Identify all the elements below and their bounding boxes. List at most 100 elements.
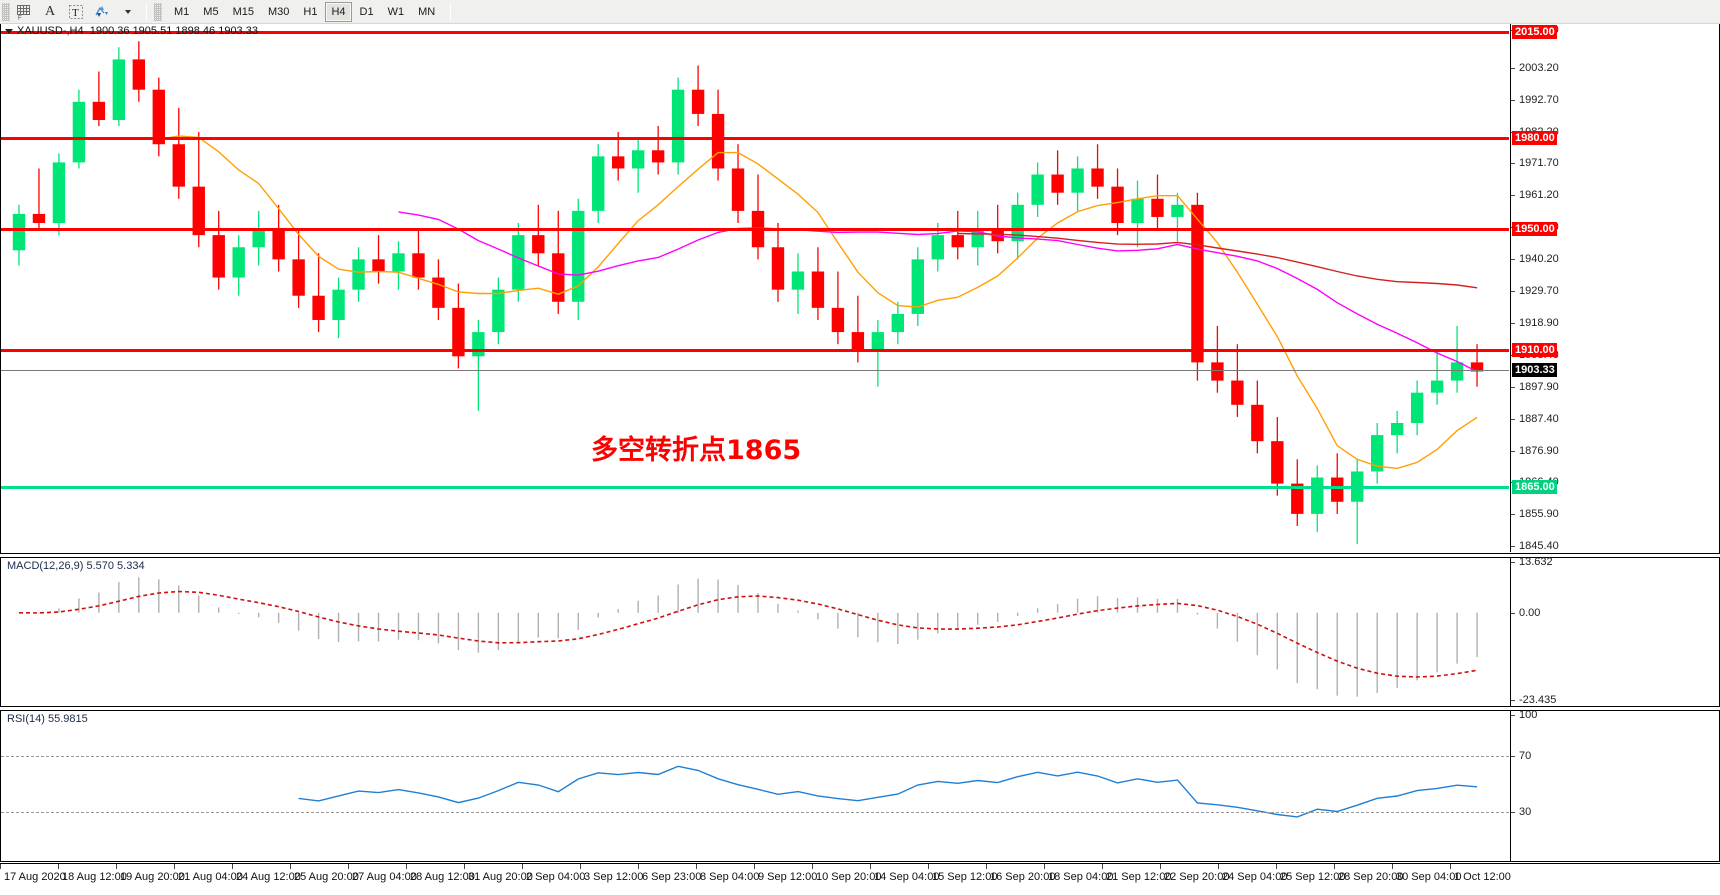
rsi-axis[interactable]: 100 70 30 [1510, 709, 1719, 861]
objects-tool-icon[interactable] [89, 1, 115, 23]
price-chart-panel[interactable]: 2015.702003.201992.701982.201971.701961.… [0, 24, 1720, 554]
toolbar-grip-1[interactable] [2, 2, 10, 21]
time-axis-label: 30 Sep 04:00 [1396, 871, 1462, 883]
level-line-resistance-1950[interactable] [1, 228, 1509, 232]
chart-annotation[interactable]: 多空转折点1865 [591, 435, 802, 466]
price-tag-resistance-1980[interactable]: 1980.00 [1512, 131, 1557, 146]
rsi-plot[interactable] [1, 711, 1509, 861]
price-tick-label: 1929.70 [1519, 284, 1559, 297]
macd-plot[interactable] [1, 558, 1509, 706]
timeframe-button-w1[interactable]: W1 [387, 5, 405, 18]
timeframe-button-mn[interactable]: MN [418, 5, 436, 18]
macd-label: MACD(12,26,9) 5.570 5.334 [7, 560, 145, 572]
time-tick-mark [232, 864, 233, 869]
time-tick-mark [348, 864, 349, 869]
time-axis-label: 24 Aug 12:00 [236, 871, 301, 883]
macd-tick-label: 0.00 [1519, 606, 1541, 619]
timeframe-button-m15[interactable]: M15 [232, 5, 254, 18]
price-tick-label: 1855.90 [1519, 508, 1559, 521]
time-tick-mark [522, 864, 523, 869]
time-tick-mark [1102, 864, 1103, 869]
toolbar-grip-2[interactable] [154, 2, 162, 21]
time-tick-mark [1218, 864, 1219, 869]
time-tick-mark [580, 864, 581, 869]
toolbar-divider [146, 3, 147, 20]
rsi-series-layer [298, 765, 1478, 818]
text-label-tool-icon[interactable]: T [63, 1, 89, 23]
time-axis-label: 28 Sep 20:00 [1338, 871, 1404, 883]
price-tag-resistance-1950[interactable]: 1950.00 [1512, 222, 1557, 237]
svg-text:F: F [18, 15, 22, 20]
price-tag-support-1865[interactable]: 1865.00 [1512, 479, 1557, 494]
price-tick-label: 1918.90 [1519, 317, 1559, 330]
rsi-tick-mark [1511, 756, 1515, 758]
time-axis-label: 6 Sep 23:00 [642, 871, 702, 883]
price-tick-mark [1511, 163, 1515, 165]
text-tool-icon[interactable]: A [44, 3, 56, 19]
timeframe-button-m1[interactable]: M1 [174, 5, 190, 18]
level-line-resistance-1980[interactable] [1, 137, 1509, 141]
level-line-resistance-1910[interactable] [1, 349, 1509, 353]
rsi-oversold-line [1, 811, 1509, 813]
time-tick-mark [1334, 864, 1335, 869]
time-axis-label: 21 Aug 04:00 [178, 871, 243, 883]
timeframe-button-m30[interactable]: M30 [267, 5, 290, 18]
time-axis-label: 2 Sep 04:00 [526, 871, 586, 883]
time-tick-mark [986, 864, 987, 869]
rsi-indicator-panel[interactable]: 100 70 30 RSI(14) 55.9815 [0, 709, 1720, 862]
macd-axis[interactable]: 13.632 0.00 -23.435 [1510, 556, 1719, 706]
macd-tick-mark [1511, 562, 1515, 563]
price-plot[interactable] [1, 24, 1509, 552]
timeframe-button-h1[interactable]: H1 [303, 5, 318, 18]
time-axis-label: 18 Aug 12:00 [62, 871, 127, 883]
level-line-support-1865[interactable] [1, 485, 1509, 489]
price-tag-resistance-2015[interactable]: 2015.00 [1512, 25, 1557, 40]
chart-symbol-header: XAUUSD-,H4 1900.36 1905.51 1898.46 1903.… [5, 25, 258, 37]
crosshair-grid-icon[interactable]: F [11, 1, 37, 23]
triangle-down-icon[interactable] [5, 28, 13, 34]
macd-tick-mark [1511, 700, 1515, 701]
price-tick-label: 1940.20 [1519, 252, 1559, 265]
time-tick-mark [464, 864, 465, 869]
price-tick-mark [1511, 546, 1515, 547]
chart-ohlc-text: 1900.36 1905.51 1898.46 1903.33 [89, 25, 258, 37]
rsi-tick-label: 30 [1519, 805, 1532, 818]
time-axis[interactable]: 17 Aug 2020 18 Aug 12:00 19 Aug 20:00 21 Au… [0, 863, 1720, 895]
timeframe-group: M1 M5 M15 M30 H1 H4 D1 W1 MN [167, 1, 442, 22]
time-axis-label: 18 Sep 04:00 [1048, 871, 1114, 883]
time-tick-mark [1450, 864, 1451, 869]
time-tick-mark [174, 864, 175, 869]
price-tick-mark [1511, 195, 1515, 197]
macd-series-layer [18, 577, 1478, 697]
rsi-tick-mark [1511, 811, 1515, 813]
chevron-down-icon[interactable] [115, 1, 141, 23]
time-axis-label: 25 Sep 12:00 [1280, 871, 1346, 883]
timeframe-button-d1[interactable]: D1 [359, 5, 374, 18]
time-tick-mark [1392, 864, 1393, 869]
price-tick-label: 1961.20 [1519, 189, 1559, 202]
price-tick-label: 1897.90 [1519, 380, 1559, 393]
time-axis-label: 22 Sep 20:00 [1164, 871, 1230, 883]
timeframe-button-h4[interactable]: H4 [325, 1, 352, 22]
rsi-tick-label: 100 [1519, 709, 1538, 721]
macd-tick-label: 13.632 [1519, 556, 1553, 568]
current-price-line [1, 370, 1509, 372]
timeframe-button-m5[interactable]: M5 [203, 5, 219, 18]
time-axis-label: 17 Aug 2020 [4, 871, 66, 883]
time-tick-mark [870, 864, 871, 869]
level-line-resistance-2015[interactable] [1, 31, 1509, 35]
time-tick-mark [116, 864, 117, 869]
rsi-tick-label: 70 [1519, 750, 1532, 763]
price-tick-mark [1511, 386, 1515, 388]
time-tick-mark [290, 864, 291, 869]
chart-area[interactable]: 2015.702003.201992.701982.201971.701961.… [0, 24, 1720, 895]
rsi-label: RSI(14) 55.9815 [7, 713, 88, 725]
macd-indicator-panel[interactable]: 13.632 0.00 -23.435 MACD(12,26,9) 5.570 5.… [0, 556, 1720, 707]
price-axis[interactable]: 2015.702003.201992.701982.201971.701961.… [1510, 24, 1719, 552]
price-tick-label: 1876.90 [1519, 444, 1559, 457]
price-tick-mark [1511, 258, 1515, 260]
price-tag-resistance-1910[interactable]: 1910.00 [1512, 343, 1557, 358]
price-tick-mark [1511, 99, 1515, 101]
price-tick-mark [1511, 418, 1515, 420]
macd-tick-mark [1511, 612, 1515, 614]
